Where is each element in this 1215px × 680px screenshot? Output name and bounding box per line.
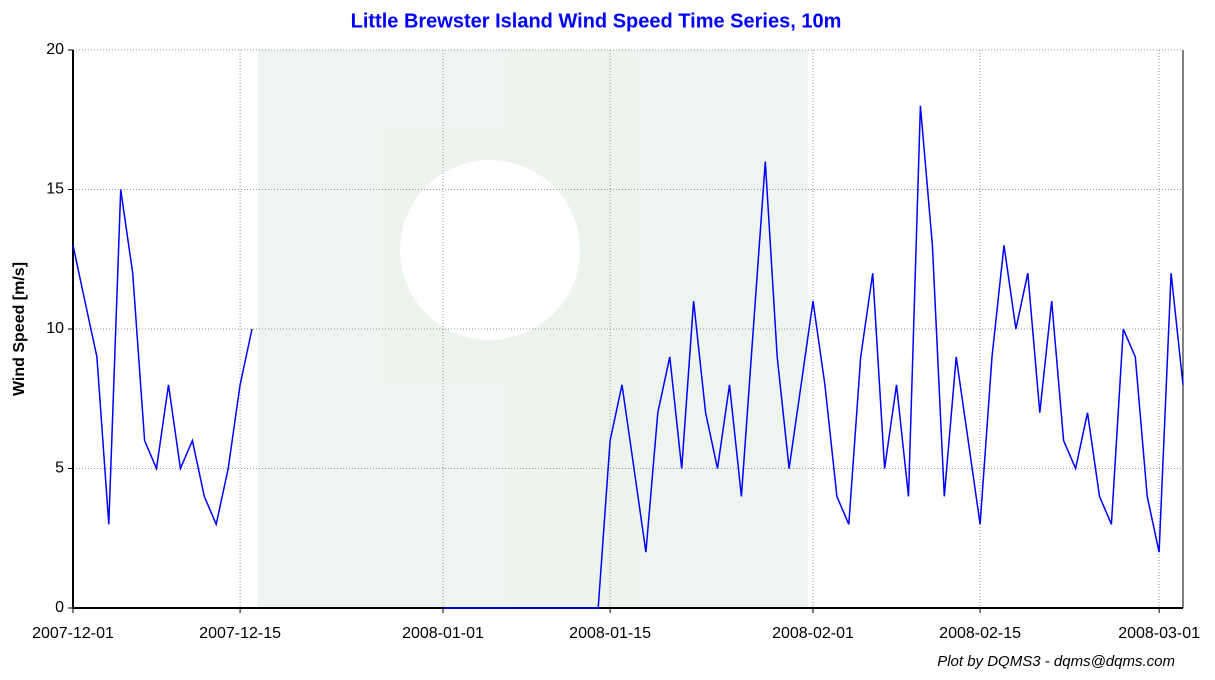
- x-tick-label: 2008-01-15: [569, 625, 651, 642]
- chart: Little Brewster Island Wind Speed Time S…: [0, 0, 1215, 675]
- x-tick-label: 2007-12-15: [199, 625, 281, 642]
- y-tick-label: 15: [46, 181, 64, 198]
- chart-title: Little Brewster Island Wind Speed Time S…: [351, 10, 842, 32]
- x-tick-label: 2008-03-01: [1118, 625, 1200, 642]
- x-tick-label: 2008-02-15: [939, 625, 1021, 642]
- y-tick-label: 10: [46, 320, 64, 337]
- y-axis-label: Wind Speed [m/s]: [11, 262, 28, 396]
- x-tick-label: 2007-12-01: [32, 625, 114, 642]
- x-tick-label: 2008-01-01: [402, 625, 484, 642]
- y-tick-label: 0: [55, 599, 64, 616]
- y-tick-label: 20: [46, 41, 64, 58]
- footer: Plot by DQMS3 - dqms@dqms.com: [937, 653, 1175, 670]
- x-tick-label: 2008-02-01: [772, 625, 854, 642]
- y-tick-label: 5: [55, 460, 64, 477]
